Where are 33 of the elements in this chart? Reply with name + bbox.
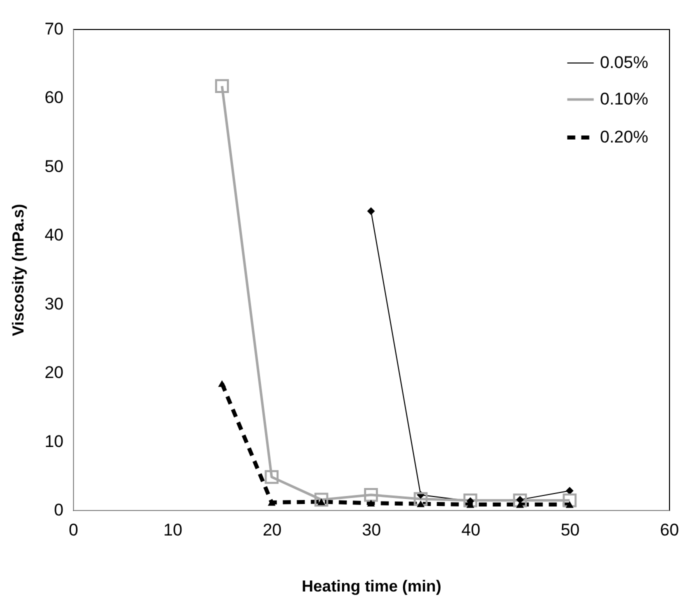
point xyxy=(215,79,229,93)
x-tick-label: 40 xyxy=(461,520,480,540)
point xyxy=(314,492,328,507)
x-axis-title: Heating time (min) xyxy=(302,578,442,596)
y-tick-label: 50 xyxy=(44,156,64,176)
point xyxy=(414,492,428,506)
legend-label: 0.05% xyxy=(600,53,648,72)
point xyxy=(416,500,425,508)
point xyxy=(463,493,478,508)
point xyxy=(364,488,378,502)
y-tick-label: 60 xyxy=(44,88,64,108)
x-tick-label: 0 xyxy=(68,520,78,540)
x-tick-label: 10 xyxy=(163,520,182,540)
point xyxy=(264,470,279,484)
y-tick-label: 70 xyxy=(44,20,64,38)
point xyxy=(562,493,577,508)
point xyxy=(367,500,375,506)
y-tick-label: 40 xyxy=(44,226,64,245)
x-tick-label: 60 xyxy=(660,520,679,540)
y-axis-title: Viscosity (mPa.s) xyxy=(10,204,28,336)
legend-label: 0.10% xyxy=(600,90,648,108)
point xyxy=(513,493,527,508)
legend-label: 0.20% xyxy=(600,128,648,146)
y-tick-label: 30 xyxy=(44,294,64,314)
point xyxy=(268,499,276,506)
y-tick-label: 20 xyxy=(44,363,64,382)
x-tick-label: 50 xyxy=(560,520,580,540)
x-tick-label: 20 xyxy=(262,520,282,540)
x-tick-label: 30 xyxy=(362,520,381,540)
point xyxy=(367,207,375,215)
y-tick-label: 0 xyxy=(54,500,64,520)
y-tick-label: 10 xyxy=(44,432,64,451)
point xyxy=(218,380,226,387)
